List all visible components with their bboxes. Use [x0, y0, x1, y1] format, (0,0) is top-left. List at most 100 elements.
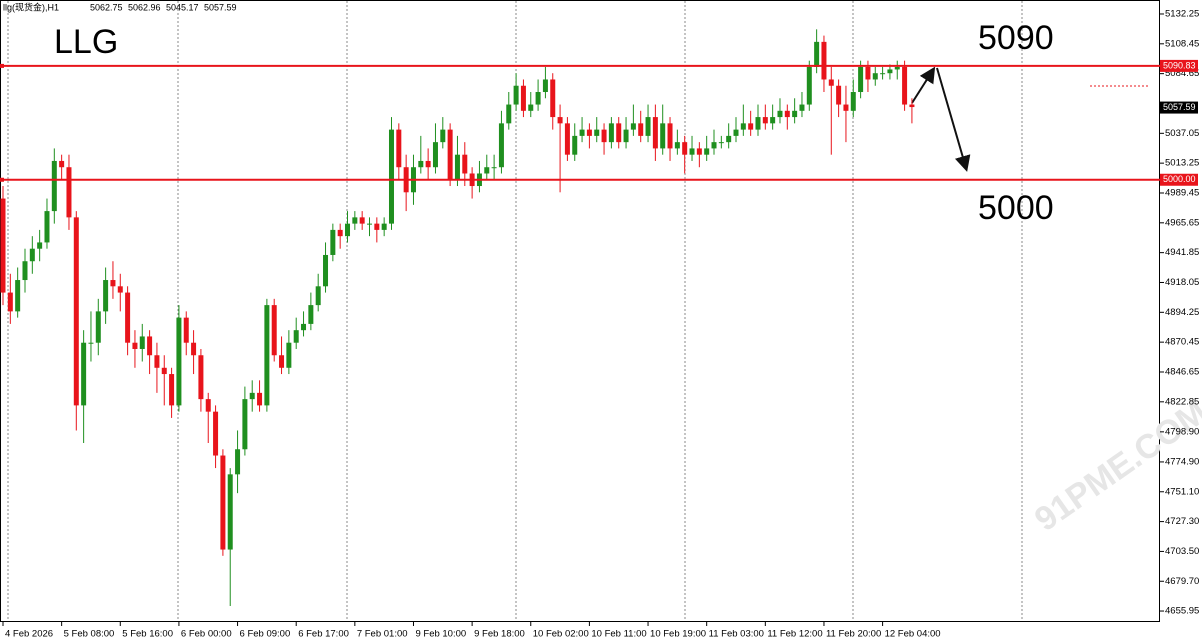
- candle-body: [726, 135, 732, 143]
- candle-body: [902, 66, 908, 105]
- candle-body: [718, 142, 724, 144]
- candle-body: [264, 305, 270, 406]
- x-tick-label: 4 Feb 2026: [5, 629, 53, 640]
- candle-body: [689, 148, 695, 155]
- candle-body: [315, 286, 321, 306]
- arrow: [911, 66, 936, 104]
- candle-body: [242, 399, 248, 450]
- candle-body: [73, 217, 79, 406]
- candle-body: [359, 217, 365, 224]
- candle-body: [176, 317, 182, 406]
- candle-body: [454, 154, 460, 180]
- candle-body: [286, 342, 292, 368]
- candle-body: [792, 110, 798, 118]
- candle-body: [586, 129, 592, 136]
- candle-body: [44, 211, 50, 243]
- candle-body: [220, 455, 226, 550]
- candle-body: [198, 355, 204, 400]
- candle-body: [139, 336, 145, 349]
- candle-body: [616, 123, 622, 143]
- y-tick-label: 4918.05: [1165, 277, 1199, 288]
- candle-body: [894, 66, 900, 70]
- candle-body: [865, 66, 871, 80]
- candle-body: [345, 223, 351, 237]
- candle-body: [784, 110, 790, 118]
- y-tick-label: 4941.85: [1165, 247, 1199, 258]
- candle-body: [858, 66, 864, 93]
- level-handle: [0, 177, 4, 182]
- candle-body: [608, 123, 614, 143]
- candle-body: [601, 129, 607, 143]
- y-tick-label: 4846.65: [1165, 366, 1199, 377]
- candle-body: [418, 160, 424, 168]
- candle-body: [821, 41, 827, 80]
- candle-body: [630, 123, 636, 130]
- candle-body: [381, 223, 387, 230]
- candle-body: [249, 392, 255, 400]
- candle-body: [542, 79, 548, 93]
- x-tick-label: 10 Feb 11:00: [591, 629, 646, 640]
- candle-body: [95, 311, 101, 343]
- candle-body: [572, 135, 578, 155]
- candle-body: [594, 129, 600, 136]
- candle-body: [674, 142, 680, 149]
- candle-body: [337, 229, 343, 237]
- candle-body: [682, 142, 688, 155]
- x-tick-label: 6 Feb 00:00: [181, 629, 232, 640]
- candle-body: [704, 148, 710, 155]
- candle-body: [484, 167, 490, 174]
- candle-body: [462, 154, 468, 174]
- y-tick-label: 4727.30: [1165, 516, 1199, 527]
- candle-body: [550, 79, 556, 118]
- candle-body: [22, 261, 28, 281]
- candle-body: [579, 129, 585, 136]
- y-tick-label: 4822.85: [1165, 396, 1199, 407]
- candle-body: [755, 117, 761, 130]
- candle-body: [125, 292, 131, 343]
- candle-body: [110, 280, 116, 287]
- candle-body: [396, 129, 402, 168]
- candle-body: [491, 167, 497, 169]
- candle-body: [271, 305, 277, 356]
- candle-body: [828, 79, 834, 86]
- candle-body: [799, 104, 805, 111]
- y-tick-label: 4989.45: [1165, 187, 1199, 198]
- candle-body: [88, 342, 94, 344]
- candle-body: [308, 305, 314, 324]
- x-tick-label: 6 Feb 17:00: [298, 629, 349, 640]
- y-tick-label: 4655.95: [1165, 606, 1199, 617]
- candle-body: [520, 85, 526, 111]
- candle-body: [535, 92, 541, 105]
- candle-body: [293, 330, 299, 343]
- candle-body: [880, 73, 886, 75]
- candle-body: [235, 449, 241, 475]
- candle-body: [213, 411, 219, 456]
- candle-body: [506, 104, 512, 124]
- y-tick-label: 5084.65: [1165, 68, 1199, 79]
- candle-body: [117, 286, 123, 293]
- candle-body: [909, 104, 915, 108]
- candle-body: [37, 242, 43, 249]
- candle-body: [711, 142, 717, 149]
- candle-body: [7, 292, 13, 312]
- candle-body: [330, 229, 336, 255]
- level-tag: [1160, 173, 1198, 186]
- candle-body: [388, 129, 394, 224]
- x-tick-label: 10 Feb 02:00: [533, 629, 589, 640]
- x-tick-label: 11 Feb 03:00: [709, 629, 764, 640]
- candle-body: [660, 123, 666, 149]
- x-tick-label: 5 Feb 08:00: [64, 629, 115, 640]
- annotation: 5000: [978, 189, 1054, 227]
- x-tick-label: 6 Feb 09:00: [240, 629, 291, 640]
- y-tick-label: 4751.10: [1165, 486, 1199, 497]
- candle-body: [564, 123, 570, 155]
- candle-body: [432, 142, 438, 168]
- candle-body: [557, 117, 563, 124]
- candle-body: [0, 198, 6, 293]
- y-tick-label: 4894.25: [1165, 307, 1199, 318]
- candle-body: [205, 399, 211, 412]
- candle-body: [29, 248, 35, 262]
- level-handle: [0, 63, 4, 68]
- header-value: 5045.17: [166, 2, 199, 12]
